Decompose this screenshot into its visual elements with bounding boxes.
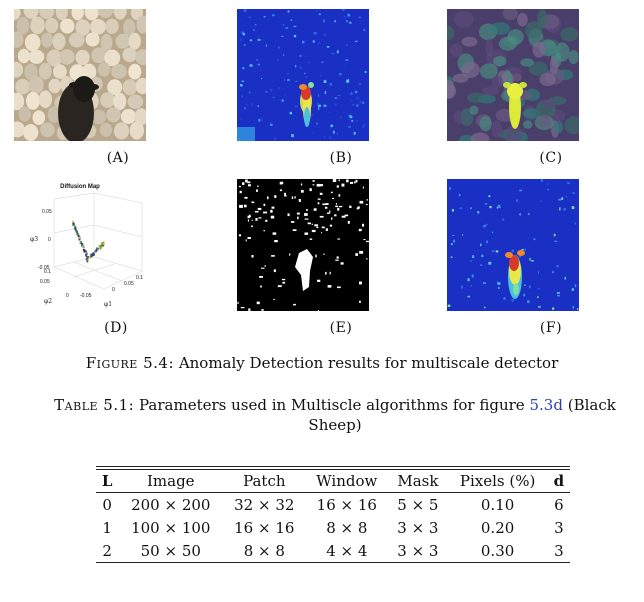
parameters-table: L Image Patch Window Mask Pixels (%) d 0…: [96, 469, 570, 563]
y-tick-1: 0.05: [40, 279, 50, 285]
table-cell: 3: [554, 541, 564, 560]
figure-reference-link[interactable]: 5.3d: [529, 396, 563, 414]
table-cell: 16 × 16: [316, 495, 377, 514]
diffusion-map-title: Diffusion Map: [60, 184, 100, 190]
y-tick-2: 0: [66, 293, 69, 299]
x-tick-2: 0.05: [124, 281, 134, 287]
y-tick-0: 0.1: [44, 269, 51, 275]
table-cell: 100 × 100: [131, 518, 211, 537]
table-caption-prefix: Table 5.1:: [54, 396, 135, 414]
sheep-photo-image: [14, 9, 146, 141]
binary-mask-e: [237, 179, 369, 311]
header-pixels: Pixels (%): [459, 471, 536, 490]
figure-caption: Figure 5.4: Anomaly Detection results fo…: [0, 354, 644, 372]
y-axis-label: φ2: [44, 298, 52, 305]
black-sheep-head: [73, 76, 95, 102]
binary-mask-panel: [237, 179, 369, 311]
x-tick-1: 0: [112, 287, 115, 293]
panel-d-label: (D): [104, 320, 128, 336]
table-top-rule-2: [96, 469, 570, 470]
anomaly-overlay-c: [447, 9, 579, 141]
x-tick-3: 0.1: [136, 275, 143, 281]
figure-caption-text: Anomaly Detection results for multiscale…: [178, 354, 559, 372]
table-row: 0 200 × 200 32 × 32 16 × 16 5 × 5 0.10 6: [96, 493, 570, 517]
panel-c-label: (C): [539, 150, 563, 166]
panel-a-label: (A): [106, 150, 130, 166]
table-header-row: L Image Patch Window Mask Pixels (%) d: [96, 469, 570, 493]
header-mask: Mask: [397, 471, 439, 490]
x-axis-label: φ1: [104, 301, 112, 308]
table-cell: 200 × 200: [131, 495, 211, 514]
header-d: d: [553, 471, 565, 490]
table-cell: 3: [554, 518, 564, 537]
table-cell: 50 × 50: [140, 541, 201, 560]
table-cell: 8 × 8: [326, 518, 368, 537]
table-top-rule: [96, 466, 570, 467]
table-cell: 4 × 4: [326, 541, 368, 560]
header-image: Image: [146, 471, 195, 490]
table-cell: 3 × 3: [397, 541, 439, 560]
header-patch: Patch: [243, 471, 286, 490]
table-caption-suffix: (Black Sheep): [308, 396, 616, 434]
table-cell: 16 × 16: [234, 518, 295, 537]
header-l: L: [101, 471, 113, 490]
anomaly-heatmap-f: [447, 179, 579, 311]
table-row: 1 100 × 100 16 × 16 8 × 8 3 × 3 0.20 3: [96, 516, 570, 539]
table-cell: 0.10: [480, 495, 515, 514]
table-cell: 0.30: [480, 541, 515, 560]
table-row: 2 50 × 50 8 × 8 4 × 4 3 × 3 0.30 3: [96, 539, 570, 563]
table-caption-text: Parameters used in Multiscle algorithms …: [139, 396, 525, 414]
panel-e-label: (E): [329, 320, 353, 336]
table-cell: 3 × 3: [397, 518, 439, 537]
table-cell: 0: [102, 495, 112, 514]
overlay-panel: [447, 9, 579, 141]
z-tick-0: 0.05: [42, 209, 52, 215]
table-cell: 5 × 5: [397, 495, 439, 514]
table-cell: 6: [554, 495, 564, 514]
z-axis-label: φ3: [30, 236, 38, 243]
x-tick-0: -0.05: [80, 293, 92, 299]
anomaly-heatmap-panel: [237, 9, 369, 141]
panel-b-label: (B): [329, 150, 353, 166]
table-cell: 2: [102, 541, 112, 560]
anomaly-heatmap-b: [237, 9, 369, 141]
sheep-photo-panel: [14, 9, 146, 141]
z-tick-2: -0.05: [38, 265, 50, 271]
table-cell: 0.20: [480, 518, 515, 537]
diffusion-map-plot: Diffusion Map 0.05 0 -0.05 0.1 0.05 0 -0…: [14, 179, 154, 311]
diffusion-map-panel: Diffusion Map 0.05 0 -0.05 0.1 0.05 0 -0…: [14, 179, 154, 311]
panel-f-label: (F): [539, 320, 563, 336]
table-cell: 8 × 8: [243, 541, 285, 560]
anomaly-heatmap-f-panel: [447, 179, 579, 311]
table-cell: 1: [102, 518, 112, 537]
header-window: Window: [316, 471, 378, 490]
table-cell: 32 × 32: [234, 495, 295, 514]
z-tick-1: 0: [48, 237, 51, 243]
table-caption: Table 5.1: Parameters used in Multiscle …: [40, 395, 630, 435]
figure-caption-prefix: Figure 5.4:: [85, 354, 175, 372]
